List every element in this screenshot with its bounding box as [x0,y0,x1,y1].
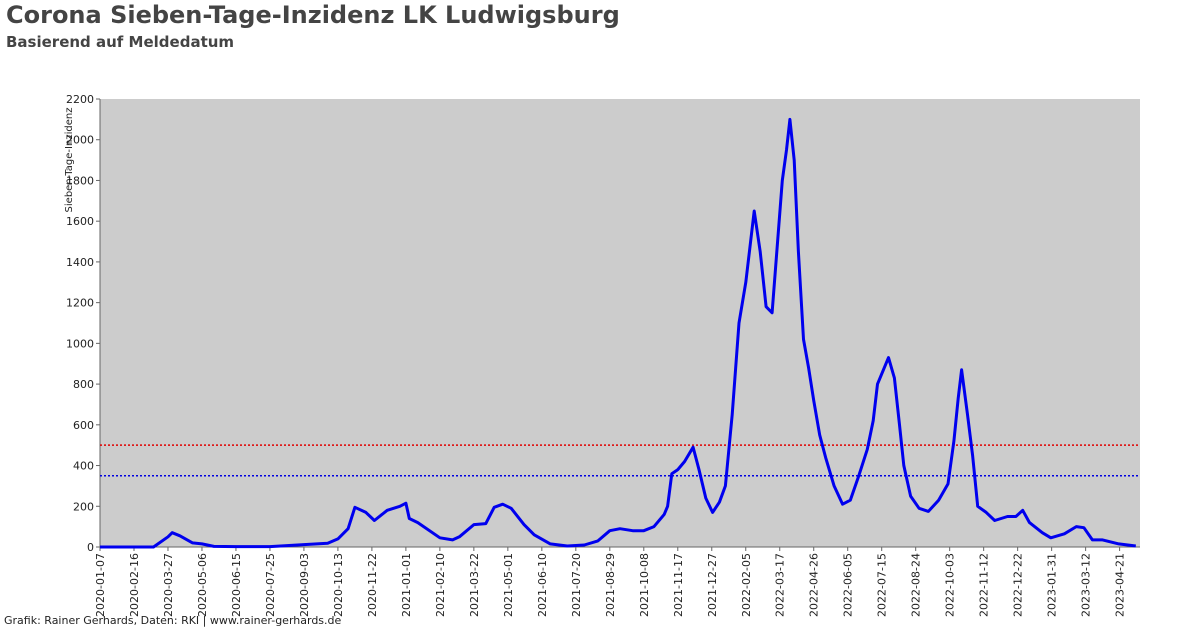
x-tick-label: 2022-12-22 [1012,553,1025,617]
x-tick-label: 2020-07-25 [264,553,277,617]
data-line [100,117,1136,549]
x-tick-label: 2023-04-21 [1114,553,1127,617]
y-tick-label: 400 [73,460,94,473]
chart-subtitle: Basierend auf Meldedatum [6,33,234,51]
x-tick-label: 2021-10-08 [638,553,651,617]
y-tick-label: 200 [73,500,94,513]
x-tick-label: 2020-10-13 [332,553,345,617]
y-axis-label: Sieben-Tage-Inzidenz [64,108,75,213]
x-tick-label: 2021-11-17 [672,553,685,617]
x-tick-label: 2023-01-31 [1046,553,1059,617]
y-tick-label: 1800 [66,174,94,187]
x-tick-label: 2022-08-24 [910,553,923,617]
x-tick-label: 2021-05-01 [502,553,515,617]
x-tick-label: 2020-09-03 [298,553,311,617]
x-tick-label: 2021-06-10 [536,553,549,617]
x-tick-label: 2020-02-16 [128,553,141,617]
x-tick-label: 2020-05-06 [196,553,209,617]
x-tick-label: 2022-02-05 [740,553,753,617]
x-tick-label: 2020-06-15 [230,553,243,617]
x-tick-label: 2022-10-03 [944,553,957,617]
x-tick-label: 2021-08-29 [604,553,617,617]
y-tick-label: 1600 [66,215,94,228]
x-tick-label: 2021-03-22 [468,553,481,617]
y-tick-label: 2000 [66,134,94,147]
y-tick-label: 1400 [66,256,94,269]
x-tick-label: 2022-04-26 [808,553,821,617]
chart-title: Corona Sieben-Tage-Inzidenz LK Ludwigsbu… [6,1,620,29]
x-tick-label: 2020-11-22 [366,553,379,617]
y-tick-label: 1200 [66,297,94,310]
x-tick-label: 2021-12-27 [706,553,719,617]
x-tick-label: 2021-02-10 [434,553,447,617]
x-tick-label: 2023-03-12 [1080,553,1093,617]
y-tick-label: 1000 [66,337,94,350]
x-tick-label: 2022-11-12 [978,553,991,617]
footer: Grafik: Rainer Gerhards, Daten: RKI | ww… [4,614,342,627]
x-tick-label: 2020-03-27 [162,553,175,617]
y-tick-label: 2200 [66,93,94,106]
y-tick-label: 800 [73,378,94,391]
x-tick-label: 2022-03-17 [774,553,787,617]
y-tick-label: 0 [87,541,94,554]
plot-area [100,99,1140,547]
x-tick-label: 2021-01-01 [400,553,413,617]
y-tick-label: 600 [73,419,94,432]
x-tick-label: 2021-07-20 [570,553,583,617]
x-tick-label: 2022-07-15 [876,553,889,617]
x-tick-label: 2022-06-05 [842,553,855,617]
x-tick-label: 2020-01-07 [94,553,107,617]
